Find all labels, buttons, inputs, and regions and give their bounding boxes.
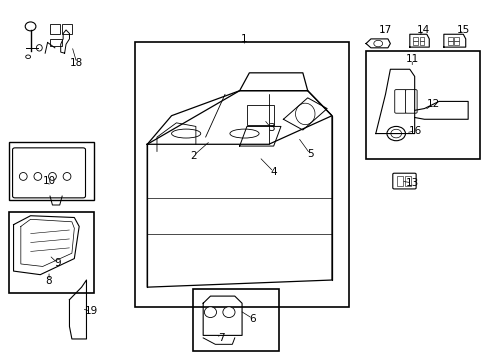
Text: 3: 3 (267, 123, 274, 133)
Ellipse shape (390, 129, 401, 138)
Ellipse shape (223, 307, 235, 318)
Text: 14: 14 (416, 24, 429, 35)
Text: 2: 2 (190, 151, 196, 161)
FancyBboxPatch shape (394, 90, 406, 113)
Ellipse shape (20, 172, 27, 180)
Bar (9, 212, 94, 293)
Bar (50, 23, 60, 33)
Text: 1: 1 (241, 33, 247, 44)
Text: 9: 9 (54, 258, 61, 268)
Text: 5: 5 (306, 149, 313, 159)
FancyBboxPatch shape (392, 173, 415, 189)
Text: 16: 16 (408, 126, 422, 136)
Ellipse shape (386, 126, 405, 141)
Ellipse shape (36, 45, 42, 51)
Bar (404, 176, 410, 186)
Text: 8: 8 (46, 276, 52, 286)
Bar (396, 176, 402, 186)
Bar (419, 37, 424, 41)
Bar (135, 42, 348, 307)
Bar (9, 143, 94, 200)
Text: 10: 10 (42, 176, 56, 186)
Bar (50, 39, 62, 46)
Bar (246, 105, 273, 125)
Ellipse shape (48, 172, 56, 180)
Bar (366, 51, 479, 158)
Bar (193, 289, 278, 351)
Text: 6: 6 (249, 314, 256, 324)
Text: 15: 15 (456, 24, 469, 35)
Ellipse shape (204, 307, 216, 318)
Ellipse shape (25, 22, 36, 31)
Bar (453, 41, 458, 45)
FancyBboxPatch shape (405, 90, 416, 113)
Bar (62, 23, 72, 33)
Text: 12: 12 (426, 99, 439, 109)
Text: 17: 17 (378, 24, 391, 35)
Ellipse shape (171, 129, 201, 138)
Bar (447, 37, 452, 41)
Ellipse shape (26, 55, 30, 59)
Text: 18: 18 (70, 58, 83, 68)
Text: 11: 11 (405, 54, 418, 64)
Bar (412, 41, 417, 45)
Text: 7: 7 (217, 333, 224, 343)
Ellipse shape (229, 129, 259, 138)
Text: 4: 4 (270, 167, 276, 177)
Bar (453, 37, 458, 41)
Bar (419, 41, 424, 45)
Ellipse shape (63, 172, 71, 180)
Bar (412, 37, 417, 41)
Text: 13: 13 (405, 178, 418, 188)
FancyBboxPatch shape (13, 148, 85, 198)
Ellipse shape (34, 172, 41, 180)
Text: 19: 19 (84, 306, 98, 316)
Bar (447, 41, 452, 45)
